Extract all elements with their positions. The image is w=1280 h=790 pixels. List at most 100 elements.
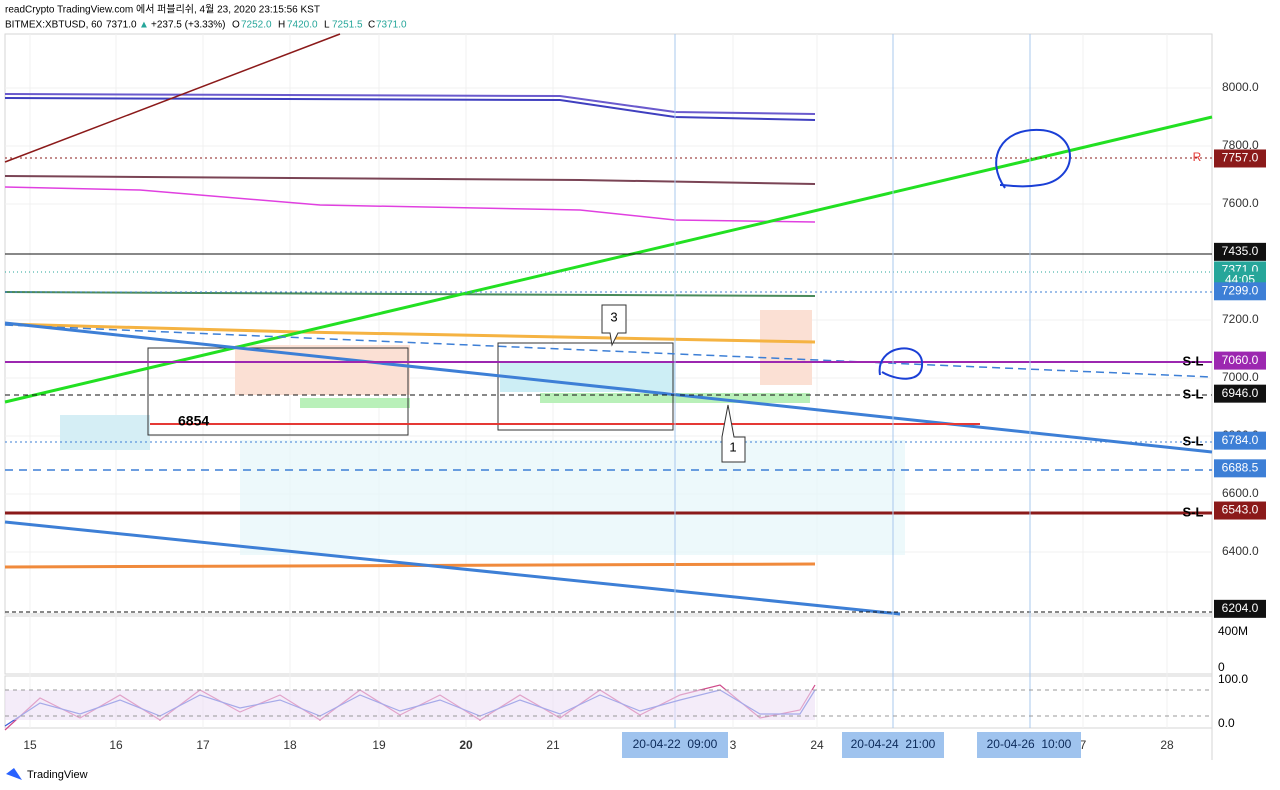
cloud — [60, 415, 150, 450]
price-axis: 8000.07800.07600.07200.07000.06800.06600… — [1214, 80, 1266, 618]
time-tick-label: 19 — [372, 738, 386, 752]
price-tag — [1214, 501, 1266, 520]
stoch-axis-label: 100.0 — [1218, 672, 1248, 686]
time-tick-label: 20 — [459, 738, 473, 752]
change: +237.5 (+3.33%) — [151, 20, 226, 31]
time-highlight — [977, 732, 1081, 758]
low: 7251.5 — [332, 20, 363, 31]
zone — [235, 345, 410, 395]
ohlc-bar: BITMEX:XBTUSD, 60 7371.0 ▲ +237.5 (+3.33… — [5, 20, 407, 31]
time-tick-label: 18 — [283, 738, 297, 752]
time-tick-label: 3 — [730, 738, 737, 752]
callout-text: 3 — [610, 309, 617, 324]
price-tick-label: 7000.0 — [1222, 370, 1259, 384]
price-tick-label: 7600.0 — [1222, 196, 1259, 210]
brand: TradingView — [27, 769, 88, 781]
price-tag — [1214, 599, 1266, 618]
trend-line — [4, 321, 1213, 454]
price-tag — [1214, 149, 1266, 168]
high-label: H — [278, 20, 285, 31]
zone — [300, 398, 410, 408]
level-label: R — [1193, 150, 1202, 164]
trend-line — [4, 33, 341, 163]
high: 7420.0 — [287, 20, 318, 31]
stoch-axis-label: 0.0 — [1218, 716, 1235, 730]
zone — [760, 310, 812, 385]
time-tick-label: 21 — [546, 738, 560, 752]
price-tag — [1214, 282, 1266, 301]
volume-axis-label: 0 — [1218, 660, 1225, 674]
time-highlight-label: 20-04-26 10:00 — [987, 737, 1072, 751]
level-label: S-L — [1183, 433, 1204, 448]
symbol: BITMEX:XBTUSD, 60 — [5, 20, 103, 31]
price-tick-label: 7200.0 — [1222, 312, 1259, 326]
trend-line — [4, 324, 1213, 378]
box — [147, 347, 409, 436]
price-tag-label: 7435.0 — [1222, 244, 1259, 258]
cloud — [500, 362, 675, 392]
line — [4, 562, 816, 569]
time-highlight — [842, 732, 944, 758]
price-tag-label: 6543.0 — [1222, 503, 1259, 517]
time-tick-label: 16 — [109, 738, 123, 752]
time-highlight — [622, 732, 728, 758]
time-tick-label: 15 — [23, 738, 37, 752]
line — [4, 322, 816, 344]
price-tag-label: 6204.0 — [1222, 601, 1259, 615]
level-label: S-L — [1183, 386, 1204, 401]
price-tag-label: 6946.0 — [1222, 386, 1259, 400]
up-arrow: ▲ — [139, 20, 149, 31]
line — [4, 186, 816, 223]
time-tick-label: 17 — [196, 738, 210, 752]
time-tick-label: 7 — [1080, 738, 1087, 752]
volume-axis-label: 400M — [1218, 624, 1248, 638]
close: 7371.0 — [376, 20, 407, 31]
trend-line — [4, 520, 901, 616]
price-tick-label: 6600.0 — [1222, 486, 1259, 500]
line — [4, 97, 816, 121]
price-note: 6854 — [178, 413, 209, 429]
last-price: 7371.0 — [106, 20, 137, 31]
callout — [601, 304, 627, 347]
price-tag-label: 7299.0 — [1222, 283, 1259, 297]
price-tag — [1214, 384, 1266, 403]
circle-mark — [995, 128, 1071, 189]
price-tag — [1214, 242, 1266, 261]
callout-text: 1 — [729, 439, 736, 454]
price-tag-label: 7060.0 — [1222, 353, 1259, 367]
price-tick-label: 6400.0 — [1222, 544, 1259, 558]
drawing-labels: R S-L S-L S-L S-L 6854 3 1 400M 0 100.0 … — [178, 150, 1248, 730]
low-label: L — [324, 20, 330, 31]
open-label: O — [232, 20, 240, 31]
price-tick-label: 8000.0 — [1222, 80, 1259, 94]
time-highlight-label: 20-04-22 09:00 — [633, 737, 718, 751]
time-tick-label: 24 — [810, 738, 824, 752]
price-tag-label: 7757.0 — [1222, 151, 1259, 165]
box — [497, 342, 674, 431]
level-label: S-L — [1183, 353, 1204, 368]
line — [4, 93, 816, 115]
price-tag-label: 6688.5 — [1222, 461, 1259, 475]
stoch-band — [5, 690, 815, 720]
footer: TradingView — [6, 768, 88, 781]
zones — [60, 310, 905, 555]
price-tag — [1214, 459, 1266, 478]
price-tick-label: 7800.0 — [1222, 138, 1259, 152]
price-tag — [1214, 351, 1266, 370]
logo — [6, 768, 22, 780]
time-highlight-label: 20-04-24 21:00 — [851, 737, 936, 751]
publisher: readCrypto TradingView.com 에서 퍼블리쉬, 4월 2… — [5, 4, 320, 16]
price-tag-label: 6784.0 — [1222, 433, 1259, 447]
circle-mark — [878, 347, 924, 380]
time-tick-label: 28 — [1160, 738, 1174, 752]
callout — [721, 404, 746, 463]
level-label: S-L — [1183, 504, 1204, 519]
drawings — [4, 33, 1213, 731]
line — [4, 291, 816, 297]
price-tag — [1214, 431, 1266, 450]
open: 7252.0 — [241, 20, 272, 31]
close-label: C — [368, 20, 375, 31]
line — [4, 175, 816, 185]
trend-line — [4, 115, 1213, 404]
